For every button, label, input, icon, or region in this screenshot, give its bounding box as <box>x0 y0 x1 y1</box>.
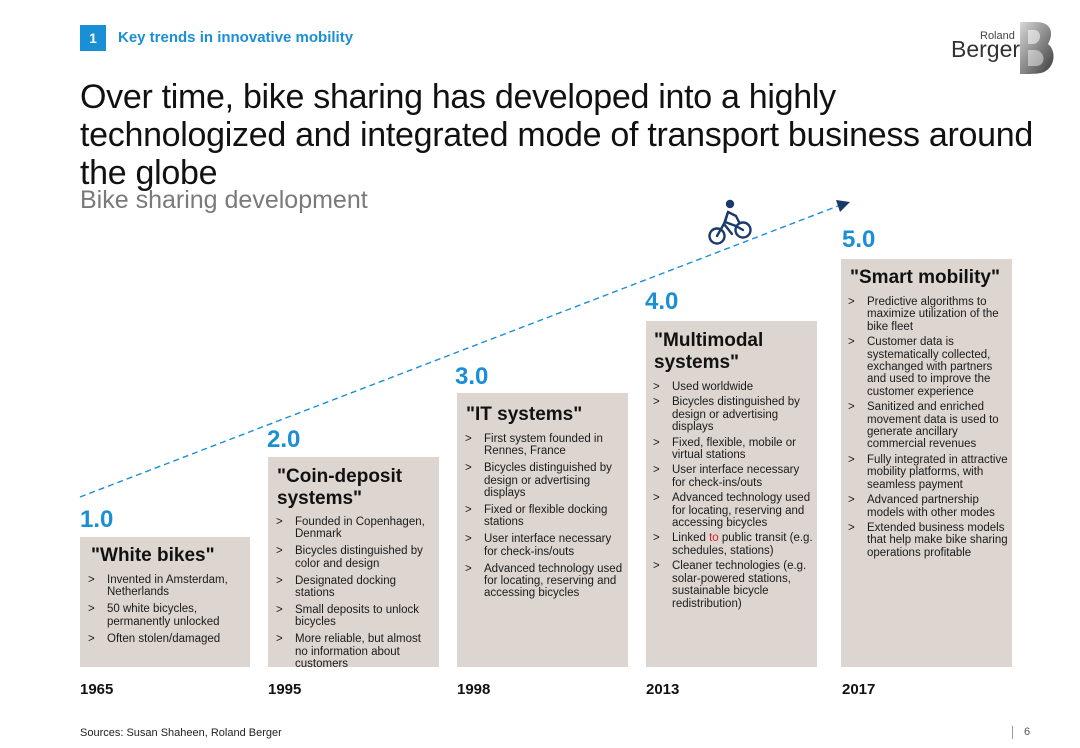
stage-3-item: User interface necessary for check-ins/o… <box>465 533 623 558</box>
sources-note: Sources: Susan Shaheen, Roland Berger <box>80 727 282 739</box>
stage-version-5: 5.0 <box>842 226 876 253</box>
logo-text-roland: Roland <box>980 30 1015 42</box>
stage-2-item: Small deposits to unlock bicycles <box>276 604 434 629</box>
stage-list-1: Invented in Amsterdam, Netherlands 50 wh… <box>88 574 246 650</box>
stage-1-item: 50 white bicycles, permanently unlocked <box>88 603 246 628</box>
stage-4-item: Used worldwide <box>653 381 813 394</box>
stage-box-1 <box>80 537 250 667</box>
stage-3-item: Bicycles distinguished by design or adve… <box>465 462 623 499</box>
stage-year-5: 2017 <box>842 681 876 698</box>
stage-year-1: 1965 <box>80 681 114 698</box>
stage-version-1: 1.0 <box>80 506 114 533</box>
stage-year-4: 2013 <box>646 681 680 698</box>
stage-5-item: Fully integrated in attractive mobility … <box>848 454 1008 491</box>
stage-5-item: Advanced partnership models with other m… <box>848 494 1008 519</box>
stage-title-2: "Coin-deposit systems" <box>277 466 403 509</box>
trend-dashed-line <box>79 205 839 498</box>
stage-version-2: 2.0 <box>267 426 301 453</box>
stage-year-2: 1995 <box>268 681 302 698</box>
stage-5-item: Extended business models that help make … <box>848 522 1008 559</box>
stage-version-3: 3.0 <box>455 363 489 390</box>
stage-4-item: Bicycles distinguished by design or adve… <box>653 396 813 433</box>
stage-title-3: "IT systems" <box>466 404 583 425</box>
page-divider <box>1012 726 1013 739</box>
stage-title-1: "White bikes" <box>91 545 215 566</box>
stage-title-4: "Multimodal systems" <box>654 330 764 373</box>
stage-4-item-pre: Linked <box>672 532 710 545</box>
stage-4-item: Linked to public transit (e.g. schedules… <box>653 532 813 557</box>
stage-list-4: Used worldwide Bicycles distinguished by… <box>653 381 813 613</box>
stage-5-item: Sanitized and enriched movement data is … <box>848 401 1008 451</box>
stage-2-item: Bicycles distinguished by color and desi… <box>276 545 434 570</box>
chart-subtitle: Bike sharing development <box>80 186 368 214</box>
stage-3-item: First system founded in Rennes, France <box>465 433 623 458</box>
page-headline: Over time, bike sharing has developed in… <box>80 78 1033 192</box>
stage-4-item: User interface necessary for check-ins/o… <box>653 464 813 489</box>
stage-4-item-post: public transit (e.g. schedules, stations… <box>672 532 813 557</box>
section-number-badge: 1 <box>80 25 106 51</box>
page-number: 6 <box>1024 726 1031 738</box>
stage-1-item: Often stolen/damaged <box>88 633 246 646</box>
stage-2-item: Designated docking stations <box>276 575 434 600</box>
stage-list-5: Predictive algorithms to maximize utiliz… <box>848 296 1008 562</box>
stage-5-item: Customer data is systematically collecte… <box>848 336 1008 398</box>
stage-4-item: Fixed, flexible, mobile or virtual stati… <box>653 437 813 462</box>
stage-5-item: Predictive algorithms to maximize utiliz… <box>848 296 1008 333</box>
stage-title-5: "Smart mobility" <box>850 267 1000 288</box>
cyclist-icon <box>708 199 752 245</box>
stage-1-item: Invented in Amsterdam, Netherlands <box>88 574 246 599</box>
stage-4-item: Cleaner technologies (e.g. solar-powered… <box>653 560 813 610</box>
arrow-head-icon <box>836 200 850 212</box>
stage-2-item: Founded in Copenhagen, Denmark <box>276 516 434 541</box>
stage-list-2: Founded in Copenhagen, Denmark Bicycles … <box>276 516 434 675</box>
stage-3-item: Advanced technology used for locating, r… <box>465 563 623 600</box>
stage-list-3: First system founded in Rennes, France B… <box>465 433 623 604</box>
stage-version-4: 4.0 <box>645 288 679 315</box>
stage-4-item-highlight: to <box>709 532 719 545</box>
stage-3-item: Fixed or flexible docking stations <box>465 504 623 529</box>
stage-2-item: More reliable, but almost no information… <box>276 633 434 670</box>
stage-year-3: 1998 <box>457 681 491 698</box>
roland-berger-logo-icon <box>1020 22 1054 74</box>
section-title: Key trends in innovative mobility <box>118 29 354 46</box>
logo-text-berger: Berger <box>951 36 1021 62</box>
stage-4-item: Advanced technology used for locating, r… <box>653 492 813 529</box>
